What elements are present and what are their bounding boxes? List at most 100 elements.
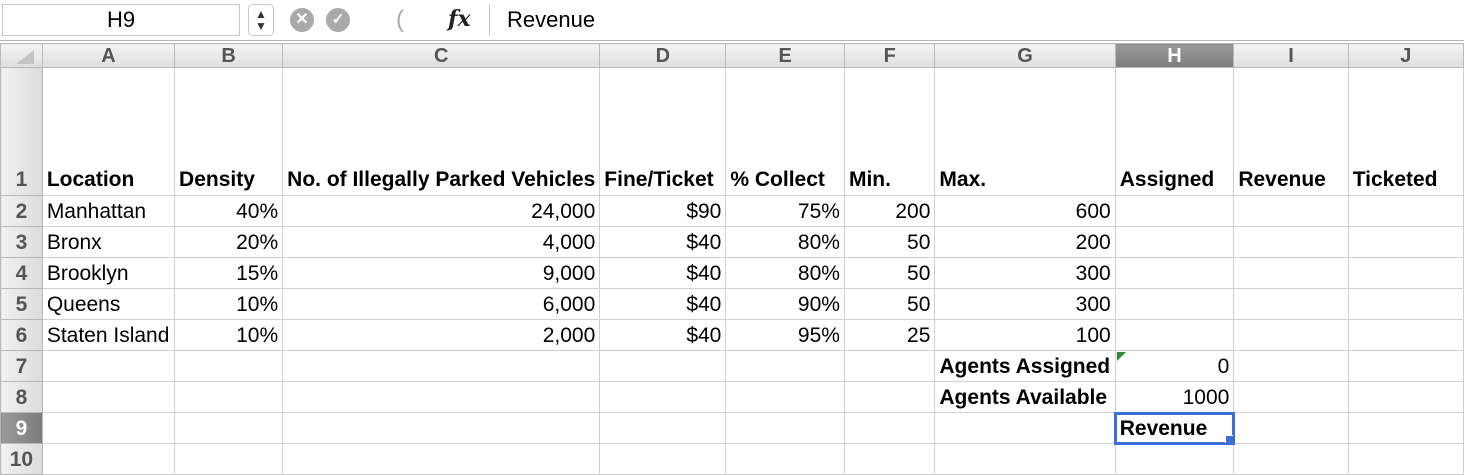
cell-h2[interactable] bbox=[1114, 195, 1235, 227]
column-header-c[interactable]: C bbox=[282, 43, 601, 68]
cell-c5[interactable]: 6,000 bbox=[282, 288, 601, 320]
cell-g10[interactable] bbox=[934, 443, 1116, 475]
cell-f6[interactable]: 25 bbox=[843, 319, 936, 351]
cell-g4[interactable]: 300 bbox=[934, 257, 1116, 289]
cell-g5[interactable]: 300 bbox=[934, 288, 1116, 320]
row-header[interactable]: 3 bbox=[0, 226, 43, 258]
cell-e6[interactable]: 95% bbox=[725, 319, 845, 351]
cell-d9[interactable] bbox=[599, 412, 727, 444]
cell-i7[interactable] bbox=[1233, 350, 1349, 382]
cell-i8[interactable] bbox=[1233, 381, 1349, 413]
cell-c6[interactable]: 2,000 bbox=[282, 319, 601, 351]
cell-b3[interactable]: 20% bbox=[174, 226, 284, 258]
row-header[interactable]: 8 bbox=[0, 381, 43, 413]
cell-j4[interactable] bbox=[1347, 257, 1464, 289]
cell-j6[interactable] bbox=[1347, 319, 1464, 351]
name-box[interactable]: H9 bbox=[2, 4, 240, 36]
cell-d5[interactable]: $40 bbox=[599, 288, 727, 320]
cell-a9[interactable] bbox=[41, 412, 176, 444]
column-header-a[interactable]: A bbox=[41, 43, 176, 68]
cell-d7[interactable] bbox=[599, 350, 727, 382]
cell-f7[interactable] bbox=[843, 350, 936, 382]
cell-i9[interactable] bbox=[1233, 412, 1349, 444]
cell-i10[interactable] bbox=[1233, 443, 1349, 475]
cell-j9[interactable] bbox=[1347, 412, 1464, 444]
row-header[interactable]: 5 bbox=[0, 288, 43, 320]
cell-b7[interactable] bbox=[174, 350, 284, 382]
column-header-g[interactable]: G bbox=[934, 43, 1116, 68]
cell-g7[interactable]: Agents Assigned bbox=[934, 350, 1116, 382]
cell-j1[interactable]: Ticketed bbox=[1347, 67, 1464, 196]
updown-arrows-icon[interactable]: ▲ ▼ bbox=[248, 4, 274, 36]
cell-g1[interactable]: Max. bbox=[934, 67, 1116, 196]
cell-c3[interactable]: 4,000 bbox=[282, 226, 601, 258]
cell-g6[interactable]: 100 bbox=[934, 319, 1116, 351]
cell-f1[interactable]: Min. bbox=[843, 67, 936, 196]
cell-c1[interactable]: No. of Illegally Parked Vehicles bbox=[282, 67, 601, 196]
row-header[interactable]: 1 bbox=[0, 67, 43, 196]
cell-c8[interactable] bbox=[282, 381, 601, 413]
column-header-i[interactable]: I bbox=[1233, 43, 1349, 68]
fx-icon[interactable]: fx bbox=[448, 6, 471, 32]
cell-h3[interactable] bbox=[1114, 226, 1235, 258]
cell-d3[interactable]: $40 bbox=[599, 226, 727, 258]
cell-b10[interactable] bbox=[174, 443, 284, 475]
cell-h6[interactable] bbox=[1114, 319, 1235, 351]
cell-j7[interactable] bbox=[1347, 350, 1464, 382]
cell-h7[interactable]: 0 bbox=[1114, 350, 1235, 382]
fill-handle[interactable] bbox=[1225, 435, 1233, 443]
formula-input[interactable]: Revenue bbox=[489, 4, 1462, 36]
cell-e4[interactable]: 80% bbox=[725, 257, 845, 289]
cell-d1[interactable]: Fine/Ticket bbox=[599, 67, 727, 196]
cell-f9[interactable] bbox=[843, 412, 936, 444]
cell-i1[interactable]: Revenue bbox=[1233, 67, 1349, 196]
cell-f4[interactable]: 50 bbox=[843, 257, 936, 289]
row-header[interactable]: 4 bbox=[0, 257, 43, 289]
cell-b5[interactable]: 10% bbox=[174, 288, 284, 320]
cell-g3[interactable]: 200 bbox=[934, 226, 1116, 258]
active-cell-h9[interactable]: Revenue bbox=[1114, 411, 1235, 445]
cell-a3[interactable]: Bronx bbox=[41, 226, 176, 258]
row-header[interactable]: 6 bbox=[0, 319, 43, 351]
cell-h4[interactable] bbox=[1114, 257, 1235, 289]
cell-b6[interactable]: 10% bbox=[174, 319, 284, 351]
checkmark-icon[interactable]: ✓ bbox=[326, 8, 350, 32]
cell-f5[interactable]: 50 bbox=[843, 288, 936, 320]
cell-a7[interactable] bbox=[41, 350, 176, 382]
cell-d6[interactable]: $40 bbox=[599, 319, 727, 351]
cell-i4[interactable] bbox=[1233, 257, 1349, 289]
cell-e7[interactable] bbox=[725, 350, 845, 382]
cell-e1[interactable]: % Collect bbox=[725, 67, 845, 196]
cell-c10[interactable] bbox=[282, 443, 601, 475]
cell-e3[interactable]: 80% bbox=[725, 226, 845, 258]
cell-h8[interactable]: 1000 bbox=[1114, 381, 1235, 413]
cell-a1[interactable]: Location bbox=[41, 67, 176, 196]
cell-d10[interactable] bbox=[599, 443, 727, 475]
cell-e8[interactable] bbox=[725, 381, 845, 413]
cell-h10[interactable] bbox=[1114, 443, 1235, 475]
cell-c7[interactable] bbox=[282, 350, 601, 382]
cell-b9[interactable] bbox=[174, 412, 284, 444]
column-header-h[interactable]: H bbox=[1114, 43, 1235, 68]
row-header[interactable]: 7 bbox=[0, 350, 43, 382]
cell-c2[interactable]: 24,000 bbox=[282, 195, 601, 227]
cell-i2[interactable] bbox=[1233, 195, 1349, 227]
cell-j10[interactable] bbox=[1347, 443, 1464, 475]
cell-a6[interactable]: Staten Island bbox=[41, 319, 176, 351]
cell-b8[interactable] bbox=[174, 381, 284, 413]
cell-b1[interactable]: Density bbox=[174, 67, 284, 196]
cell-j3[interactable] bbox=[1347, 226, 1464, 258]
cell-g8[interactable]: Agents Available bbox=[934, 381, 1116, 413]
cell-i5[interactable] bbox=[1233, 288, 1349, 320]
column-header-j[interactable]: J bbox=[1347, 43, 1464, 68]
cell-a10[interactable] bbox=[41, 443, 176, 475]
cell-j2[interactable] bbox=[1347, 195, 1464, 227]
cell-j5[interactable] bbox=[1347, 288, 1464, 320]
cell-a2[interactable]: Manhattan bbox=[41, 195, 176, 227]
function-paren-icon[interactable]: ( bbox=[396, 6, 404, 33]
cell-g9[interactable] bbox=[934, 412, 1116, 444]
cell-f2[interactable]: 200 bbox=[843, 195, 936, 227]
cell-e9[interactable] bbox=[725, 412, 845, 444]
cell-f3[interactable]: 50 bbox=[843, 226, 936, 258]
cell-d8[interactable] bbox=[599, 381, 727, 413]
